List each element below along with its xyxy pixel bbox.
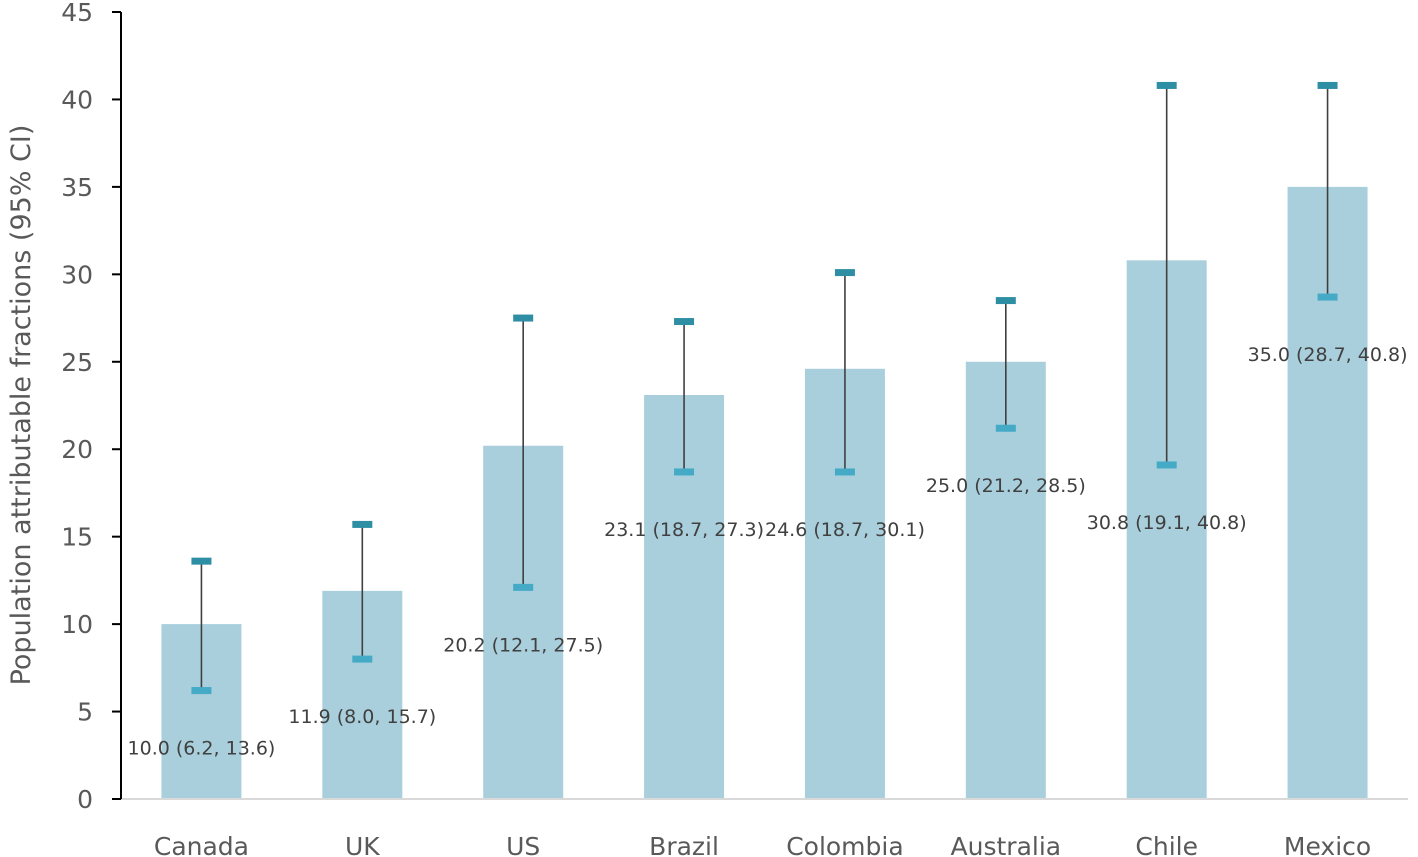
y-tick-label-35: 35 xyxy=(61,173,93,202)
ci-high-cap-colombia xyxy=(834,269,855,277)
data-label-chile: 30.8 (19.1, 40.8) xyxy=(1087,512,1247,534)
y-tick-label-5: 5 xyxy=(77,698,93,727)
x-tick-label-canada: Canada xyxy=(154,832,249,857)
y-tick-label-10: 10 xyxy=(61,610,93,639)
data-labels-group: 10.0 (6.2, 13.6) 11.9 (8.0, 15.7) 20.2 (12… xyxy=(128,344,1408,760)
data-label-canada: 10.0 (6.2, 13.6) xyxy=(128,738,276,760)
y-tick-label-0: 0 xyxy=(77,785,93,814)
y-tick-label-20: 20 xyxy=(61,435,93,464)
x-tick-label-brazil: Brazil xyxy=(649,832,719,857)
ci-low-cap-brazil xyxy=(674,468,695,476)
ci-low-cap-chile xyxy=(1156,461,1177,469)
y-tick-label-45: 45 xyxy=(61,0,93,27)
x-tick-label-colombia: Colombia xyxy=(786,832,903,857)
data-label-brazil: 23.1 (18.7, 27.3) xyxy=(604,519,764,541)
x-tick-label-us: US xyxy=(506,832,540,857)
ci-low-cap-us xyxy=(513,583,534,591)
x-tick-label-mexico: Mexico xyxy=(1284,832,1371,857)
ci-high-cap-chile xyxy=(1156,81,1177,89)
ci-high-cap-uk xyxy=(352,520,373,528)
error-bars-group xyxy=(191,81,1338,695)
data-label-australia: 25.0 (21.2, 28.5) xyxy=(926,475,1086,497)
bar-australia xyxy=(965,361,1046,799)
ci-low-cap-uk xyxy=(352,655,373,663)
x-tick-label-chile: Chile xyxy=(1135,832,1198,857)
data-label-mexico: 35.0 (28.7, 40.8) xyxy=(1248,344,1408,366)
data-label-colombia: 24.6 (18.7, 30.1) xyxy=(765,519,925,541)
ci-high-cap-canada xyxy=(191,557,212,565)
y-tick-label-30: 30 xyxy=(61,260,93,289)
data-label-uk: 11.9 (8.0, 15.7) xyxy=(288,706,436,728)
x-tick-label-uk: UK xyxy=(345,832,380,857)
y-axis-label-group: Population attributable fractions (95% C… xyxy=(6,125,37,686)
ci-high-cap-brazil xyxy=(674,318,695,326)
ci-low-cap-australia xyxy=(995,424,1016,432)
ci-low-cap-canada xyxy=(191,687,212,695)
ci-high-cap-us xyxy=(513,314,534,322)
y-tick-label-15: 15 xyxy=(61,523,93,552)
x-tick-label-australia: Australia xyxy=(951,832,1062,857)
ci-low-cap-colombia xyxy=(834,468,855,476)
ci-low-cap-mexico xyxy=(1317,293,1338,301)
ci-high-cap-mexico xyxy=(1317,81,1338,89)
axes-group: 0 5 10 15 20 25 30 35 40 45 Canada UK US Brazil Colomb… xyxy=(61,0,1408,857)
y-tick-label-40: 40 xyxy=(61,85,93,114)
y-axis-label: Population attributable fractions (95% C… xyxy=(6,125,37,686)
ci-high-cap-australia xyxy=(995,297,1016,305)
y-tick-label-25: 25 xyxy=(61,348,93,377)
data-label-us: 20.2 (12.1, 27.5) xyxy=(443,634,603,656)
